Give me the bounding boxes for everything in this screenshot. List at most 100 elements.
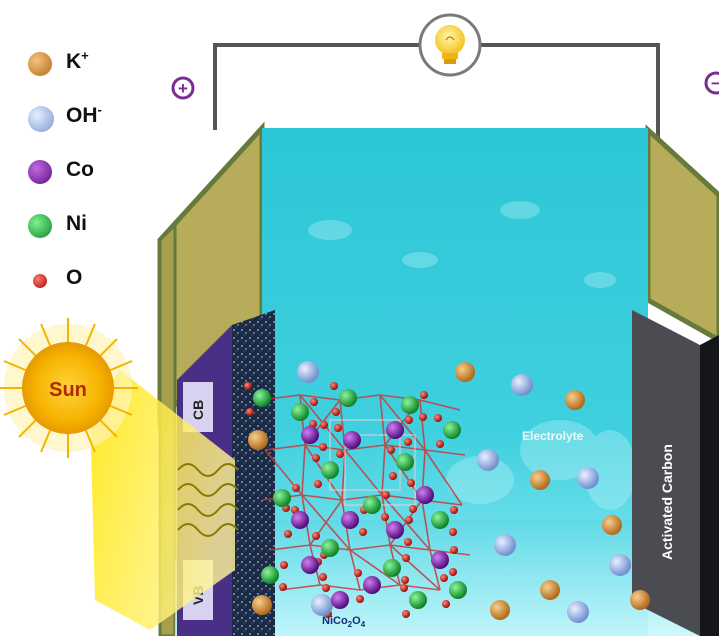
oxygen-atom [409, 505, 417, 513]
legend: K+ OH- Co Ni O [22, 42, 162, 312]
oxygen-atom [292, 484, 300, 492]
cobalt-atom [341, 511, 359, 529]
sun-icon [0, 318, 138, 458]
potassium-ion [530, 470, 550, 490]
oxygen-atom [312, 454, 320, 462]
nickel-atom [339, 389, 357, 407]
potassium-ion-icon [28, 52, 52, 76]
oxygen-atom [334, 424, 342, 432]
oxygen-atom [381, 513, 389, 521]
oxygen-atom [405, 516, 413, 524]
oxygen-atom [402, 610, 410, 618]
oxygen-atom [450, 506, 458, 514]
cobalt-atom [291, 511, 309, 529]
potassium-ion [630, 590, 650, 610]
sunlight-beam [90, 370, 235, 630]
cobalt-atom [331, 591, 349, 609]
oxygen-atom [419, 413, 427, 421]
oxygen-atom [449, 528, 457, 536]
nickel-atom [273, 489, 291, 507]
potassium-ion [252, 595, 272, 615]
oxygen-atom [319, 573, 327, 581]
oxygen-atom [401, 576, 409, 584]
hydroxide-ion [494, 534, 516, 556]
oxygen-atom [246, 408, 254, 416]
conduction-band-label: CB [190, 400, 206, 420]
nickel-atom [363, 496, 381, 514]
nickel-atom [321, 539, 339, 557]
negative-terminal-icon: − [704, 71, 719, 95]
hydroxide-ion [297, 361, 319, 383]
oxygen-atom [449, 568, 457, 576]
oxygen-atom [436, 440, 444, 448]
oxygen-atom [402, 554, 410, 562]
oxygen-atom [420, 391, 428, 399]
cobalt-atom [301, 556, 319, 574]
electrolyte-label: Electrolyte [522, 429, 584, 443]
potassium-ion [490, 600, 510, 620]
nickel-atom [321, 461, 339, 479]
oxygen-atom [359, 528, 367, 536]
oxygen-atom [314, 480, 322, 488]
nickel-atom [253, 389, 271, 407]
legend-item-hydroxide: OH- [22, 96, 162, 150]
hydroxide-ion [577, 467, 599, 489]
hydroxide-ion-icon [28, 106, 54, 132]
oxygen-atom [404, 538, 412, 546]
oxygen-atom [319, 443, 327, 451]
electrolyte-highlights [308, 201, 636, 510]
oxygen-atom [320, 421, 328, 429]
potassium-ion [248, 430, 268, 450]
nickel-atom [396, 453, 414, 471]
cobalt-atom [363, 576, 381, 594]
photon-wave-icons [177, 463, 239, 537]
nickel-atom [401, 396, 419, 414]
oxygen-atom-icon [33, 274, 47, 288]
cobalt-atom [343, 431, 361, 449]
activated-carbon-label: Activated Carbon [659, 444, 675, 560]
oxygen-atom [407, 479, 415, 487]
legend-item-nickel: Ni [22, 204, 162, 258]
oxygen-atom [442, 600, 450, 608]
legend-label-oxygen: O [66, 266, 83, 289]
oxygen-atom [309, 420, 317, 428]
oxygen-atom [279, 583, 287, 591]
potassium-ion [540, 580, 560, 600]
oxygen-atom [336, 450, 344, 458]
oxygen-atom [389, 472, 397, 480]
oxygen-atom [280, 561, 288, 569]
nickel-atom [261, 566, 279, 584]
hydroxide-ion [609, 554, 631, 576]
legend-label-nickel: Ni [66, 212, 87, 235]
oxygen-atom [330, 382, 338, 390]
atom-collection [244, 361, 650, 623]
legend-label-hydroxide: OH- [66, 102, 102, 127]
activated-carbon-electrode[interactable] [632, 310, 700, 636]
oxygen-atom [244, 382, 252, 390]
oxygen-atom [310, 398, 318, 406]
cobalt-atom [301, 426, 319, 444]
positive-terminal-symbol: + [178, 79, 188, 98]
oxygen-atom [404, 438, 412, 446]
oxygen-atom [387, 446, 395, 454]
material-label: NiCo2O4 [322, 615, 366, 629]
oxygen-atom [405, 416, 413, 424]
nickel-atom [383, 559, 401, 577]
potassium-ion [602, 515, 622, 535]
legend-item-oxygen: O [22, 258, 162, 312]
cobalt-atom [416, 486, 434, 504]
oxygen-atom [434, 414, 442, 422]
circuit-wire [213, 43, 660, 148]
photoelectrode-layer[interactable] [232, 310, 275, 636]
oxygen-atom [284, 530, 292, 538]
oxygen-atom [450, 546, 458, 554]
legend-item-cobalt: Co [22, 150, 162, 204]
nickel-atom [409, 591, 427, 609]
sun-label: Sun [49, 379, 87, 401]
oxygen-atom [440, 574, 448, 582]
nickel-atom [291, 403, 309, 421]
hydroxide-ion [511, 374, 533, 396]
cobalt-atom [386, 421, 404, 439]
cobalt-atom-icon [28, 160, 52, 184]
